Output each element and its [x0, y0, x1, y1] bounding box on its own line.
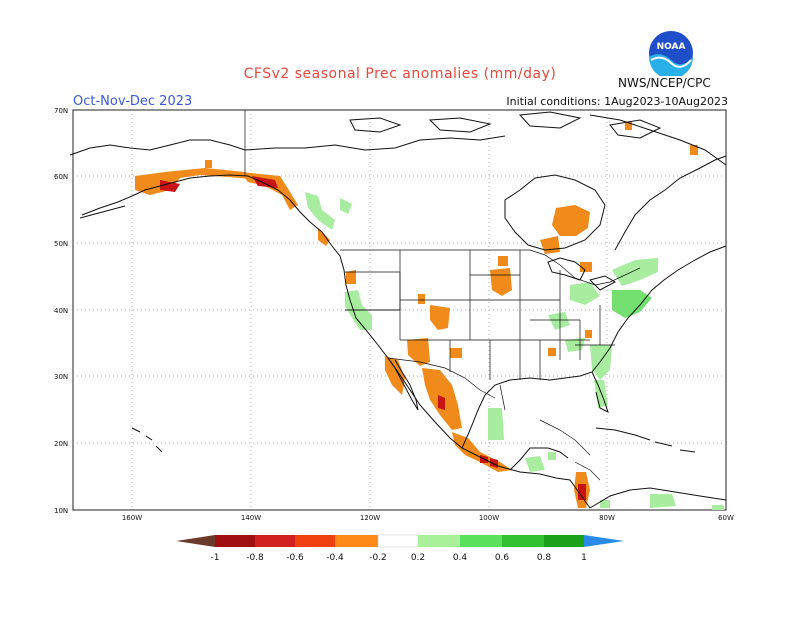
wet-patch-east-coast: [612, 290, 652, 318]
colorbar-bin: [215, 535, 255, 547]
latitude-labels: 70N 60N 50N 40N 30N 20N 10N: [54, 107, 68, 515]
colorbar-bin: [502, 535, 544, 547]
lon-label: 80W: [599, 514, 615, 522]
longitude-labels: 160W 140W 120W 100W 80W 60W: [122, 514, 734, 522]
lat-label: 40N: [54, 307, 68, 315]
lon-label: 120W: [360, 514, 380, 522]
wet-patch-bc: [305, 192, 335, 230]
colorbar-bin: [295, 535, 335, 547]
dry-patch-baja: [385, 356, 405, 395]
wet-patch-gulf: [488, 408, 504, 440]
colorbar-arrow-high: [584, 535, 624, 547]
initial-conditions-label: Initial conditions: 1Aug2023-10Aug2023: [506, 95, 728, 108]
lon-label: 140W: [241, 514, 261, 522]
colorbar-bin: [335, 535, 378, 547]
dry-patch-bc: [240, 172, 298, 210]
wet-patch-northeast: [612, 258, 658, 286]
colorbar-label: -0.4: [326, 553, 344, 563]
colorbar-label: -1: [211, 553, 220, 563]
colorbar-label: 0.4: [453, 553, 468, 563]
colorbar-bin: [255, 535, 295, 547]
coastlines: [69, 111, 727, 509]
colorbar-bin: [418, 535, 460, 547]
lon-label: 60W: [718, 514, 734, 522]
dry-patch-southwest: [430, 305, 450, 330]
colorbar-label: 1: [581, 553, 587, 563]
colorbar: -1 -0.8 -0.6 -0.4 -0.2 0.2 0.4 0.6 0.8 1: [176, 534, 624, 563]
colorbar-bin: [377, 534, 419, 548]
season-label: Oct-Nov-Dec 2023: [73, 94, 193, 109]
agency-label: NWS/NCEP/CPC: [618, 76, 711, 90]
map-title: CFSv2 seasonal Prec anomalies (mm/day): [243, 66, 557, 82]
lat-label: 70N: [54, 107, 68, 115]
political-boundaries: [244, 110, 641, 481]
noaa-logo-icon: NOAA: [649, 31, 693, 76]
lat-label: 50N: [54, 240, 68, 248]
colorbar-label: -0.8: [246, 553, 264, 563]
colorbar-arrow-low: [176, 535, 215, 547]
lat-label: 30N: [54, 373, 68, 381]
noaa-logo-text: NOAA: [657, 42, 686, 52]
colorbar-label: 0.2: [411, 553, 425, 563]
colorbar-label: -0.6: [286, 553, 304, 563]
lat-label: 20N: [54, 440, 68, 448]
colorbar-bin: [460, 535, 502, 547]
dry-patch-hudson: [552, 205, 590, 236]
dry-strong-patch-alaska: [160, 180, 180, 192]
colorbar-label: 0.6: [495, 553, 510, 563]
colorbar-bin: [544, 535, 584, 547]
colorbar-label: -0.2: [369, 553, 387, 563]
lon-label: 160W: [122, 514, 142, 522]
colorbar-label: 0.8: [537, 553, 552, 563]
lon-label: 100W: [479, 514, 499, 522]
lat-label: 10N: [54, 507, 68, 515]
lat-label: 60N: [54, 173, 68, 181]
